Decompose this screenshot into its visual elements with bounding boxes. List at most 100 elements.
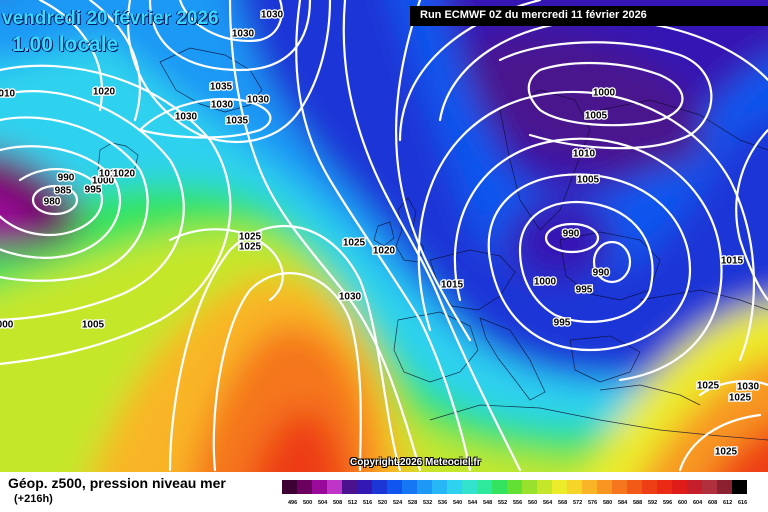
scale-label: 612 (723, 500, 733, 506)
scale-label: 504 (318, 500, 328, 506)
scale-label: 548 (483, 500, 493, 506)
scale-label: 600 (678, 500, 688, 506)
isobar-label: 1030 (737, 382, 760, 393)
scale-label: 496 (288, 500, 298, 506)
isobar-label: 1025 (239, 242, 262, 253)
scale-swatch (507, 480, 522, 494)
scale-swatch (282, 480, 297, 494)
isobar-label: 1035 (226, 116, 249, 127)
isobar-label: 1015 (441, 280, 464, 291)
copyright-text: Copyright 2026 Meteociel.fr (350, 457, 481, 468)
isobar-label: 1020 (113, 169, 136, 180)
scale-swatch (522, 480, 537, 494)
scale-swatch (417, 480, 432, 494)
isobar-label: 1020 (373, 246, 396, 257)
scale-swatch (372, 480, 387, 494)
scale-swatch (447, 480, 462, 494)
scale-swatch (492, 480, 507, 494)
run-info: Run ECMWF 0Z du mercredi 11 février 2026 (420, 9, 647, 21)
weather-map: 1030103010201035103010301030103510109909… (0, 0, 768, 472)
legend-subtitle: (+216h) (14, 493, 53, 505)
isobar-label: 1035 (210, 82, 233, 93)
scale-swatch (297, 480, 312, 494)
scale-label: 528 (408, 500, 418, 506)
scale-swatch (357, 480, 372, 494)
scale-label: 552 (498, 500, 508, 506)
scale-swatch (567, 480, 582, 494)
isobar-label: 990 (593, 268, 610, 279)
scale-swatch (342, 480, 357, 494)
isobar-label: 1030 (211, 100, 234, 111)
isobar-label: 985 (55, 186, 72, 197)
isobar-label: 995 (85, 185, 102, 196)
isobar-label: 1030 (175, 112, 198, 123)
scale-swatch (402, 480, 417, 494)
scale-label: 608 (708, 500, 718, 506)
isobar-label: 1025 (729, 393, 752, 404)
isobar-label: 1025 (343, 238, 366, 249)
scale-swatch (627, 480, 642, 494)
scale-swatch (642, 480, 657, 494)
isobar-label: 1005 (82, 320, 105, 331)
scale-swatch (612, 480, 627, 494)
isobar-label: 1000 (534, 277, 557, 288)
scale-label: 588 (633, 500, 643, 506)
forecast-time: 1.00 locale (12, 33, 119, 56)
scale-label: 580 (603, 500, 613, 506)
scale-label: 568 (558, 500, 568, 506)
scale-label: 508 (333, 500, 343, 506)
isobar-label: 1020 (93, 87, 116, 98)
scale-label: 516 (363, 500, 373, 506)
scale-label: 584 (618, 500, 628, 506)
scale-swatch (432, 480, 447, 494)
isobar-label: 995 (554, 318, 571, 329)
scale-swatch (537, 480, 552, 494)
isobar-label: 000 (0, 320, 14, 331)
isobar-label: 1015 (721, 256, 744, 267)
scale-label: 572 (573, 500, 583, 506)
isobars (0, 0, 768, 470)
isobar-label: 1030 (261, 10, 284, 21)
scale-label: 500 (303, 500, 313, 506)
scale-label: 564 (543, 500, 553, 506)
isobar-labels: 1030103010201035103010301030103510109909… (0, 8, 761, 459)
scale-label: 556 (513, 500, 523, 506)
scale-label: 604 (693, 500, 703, 506)
scale-swatch (672, 480, 687, 494)
scale-label: 596 (663, 500, 673, 506)
isobar-label: 1000 (92, 176, 115, 187)
legend-title: Géop. z500, pression niveau mer (8, 475, 226, 491)
scale-swatch (582, 480, 597, 494)
scale-swatch (477, 480, 492, 494)
isobar-label: 995 (576, 285, 593, 296)
color-scale (282, 480, 747, 494)
scale-swatch (717, 480, 732, 494)
scale-swatch (387, 480, 402, 494)
scale-label: 532 (423, 500, 433, 506)
isobar-label: 1030 (247, 95, 270, 106)
isobar-label: 990 (563, 229, 580, 240)
isobar-label: 1010 (0, 89, 16, 100)
isobar-label: 1005 (577, 175, 600, 186)
isobar-label: 1005 (585, 111, 608, 122)
isobar-label: 1030 (232, 29, 255, 40)
geopotential-field (0, 0, 768, 472)
isobar-label: 1000 (593, 88, 616, 99)
isobar-label: 1010 (99, 169, 122, 180)
isobar-label: 1030 (339, 292, 362, 303)
scale-label: 560 (528, 500, 538, 506)
scale-swatch (462, 480, 477, 494)
scale-label: 520 (378, 500, 388, 506)
scale-label: 536 (438, 500, 448, 506)
scale-label: 524 (393, 500, 403, 506)
scale-swatch (327, 480, 342, 494)
scale-label: 540 (453, 500, 463, 506)
isobar-label: 990 (58, 173, 75, 184)
scale-label: 576 (588, 500, 598, 506)
scale-label: 544 (468, 500, 478, 506)
scale-swatch (687, 480, 702, 494)
isobar-label: 1025 (697, 381, 720, 392)
scale-swatch (597, 480, 612, 494)
scale-label: 512 (348, 500, 358, 506)
scale-swatch (312, 480, 327, 494)
